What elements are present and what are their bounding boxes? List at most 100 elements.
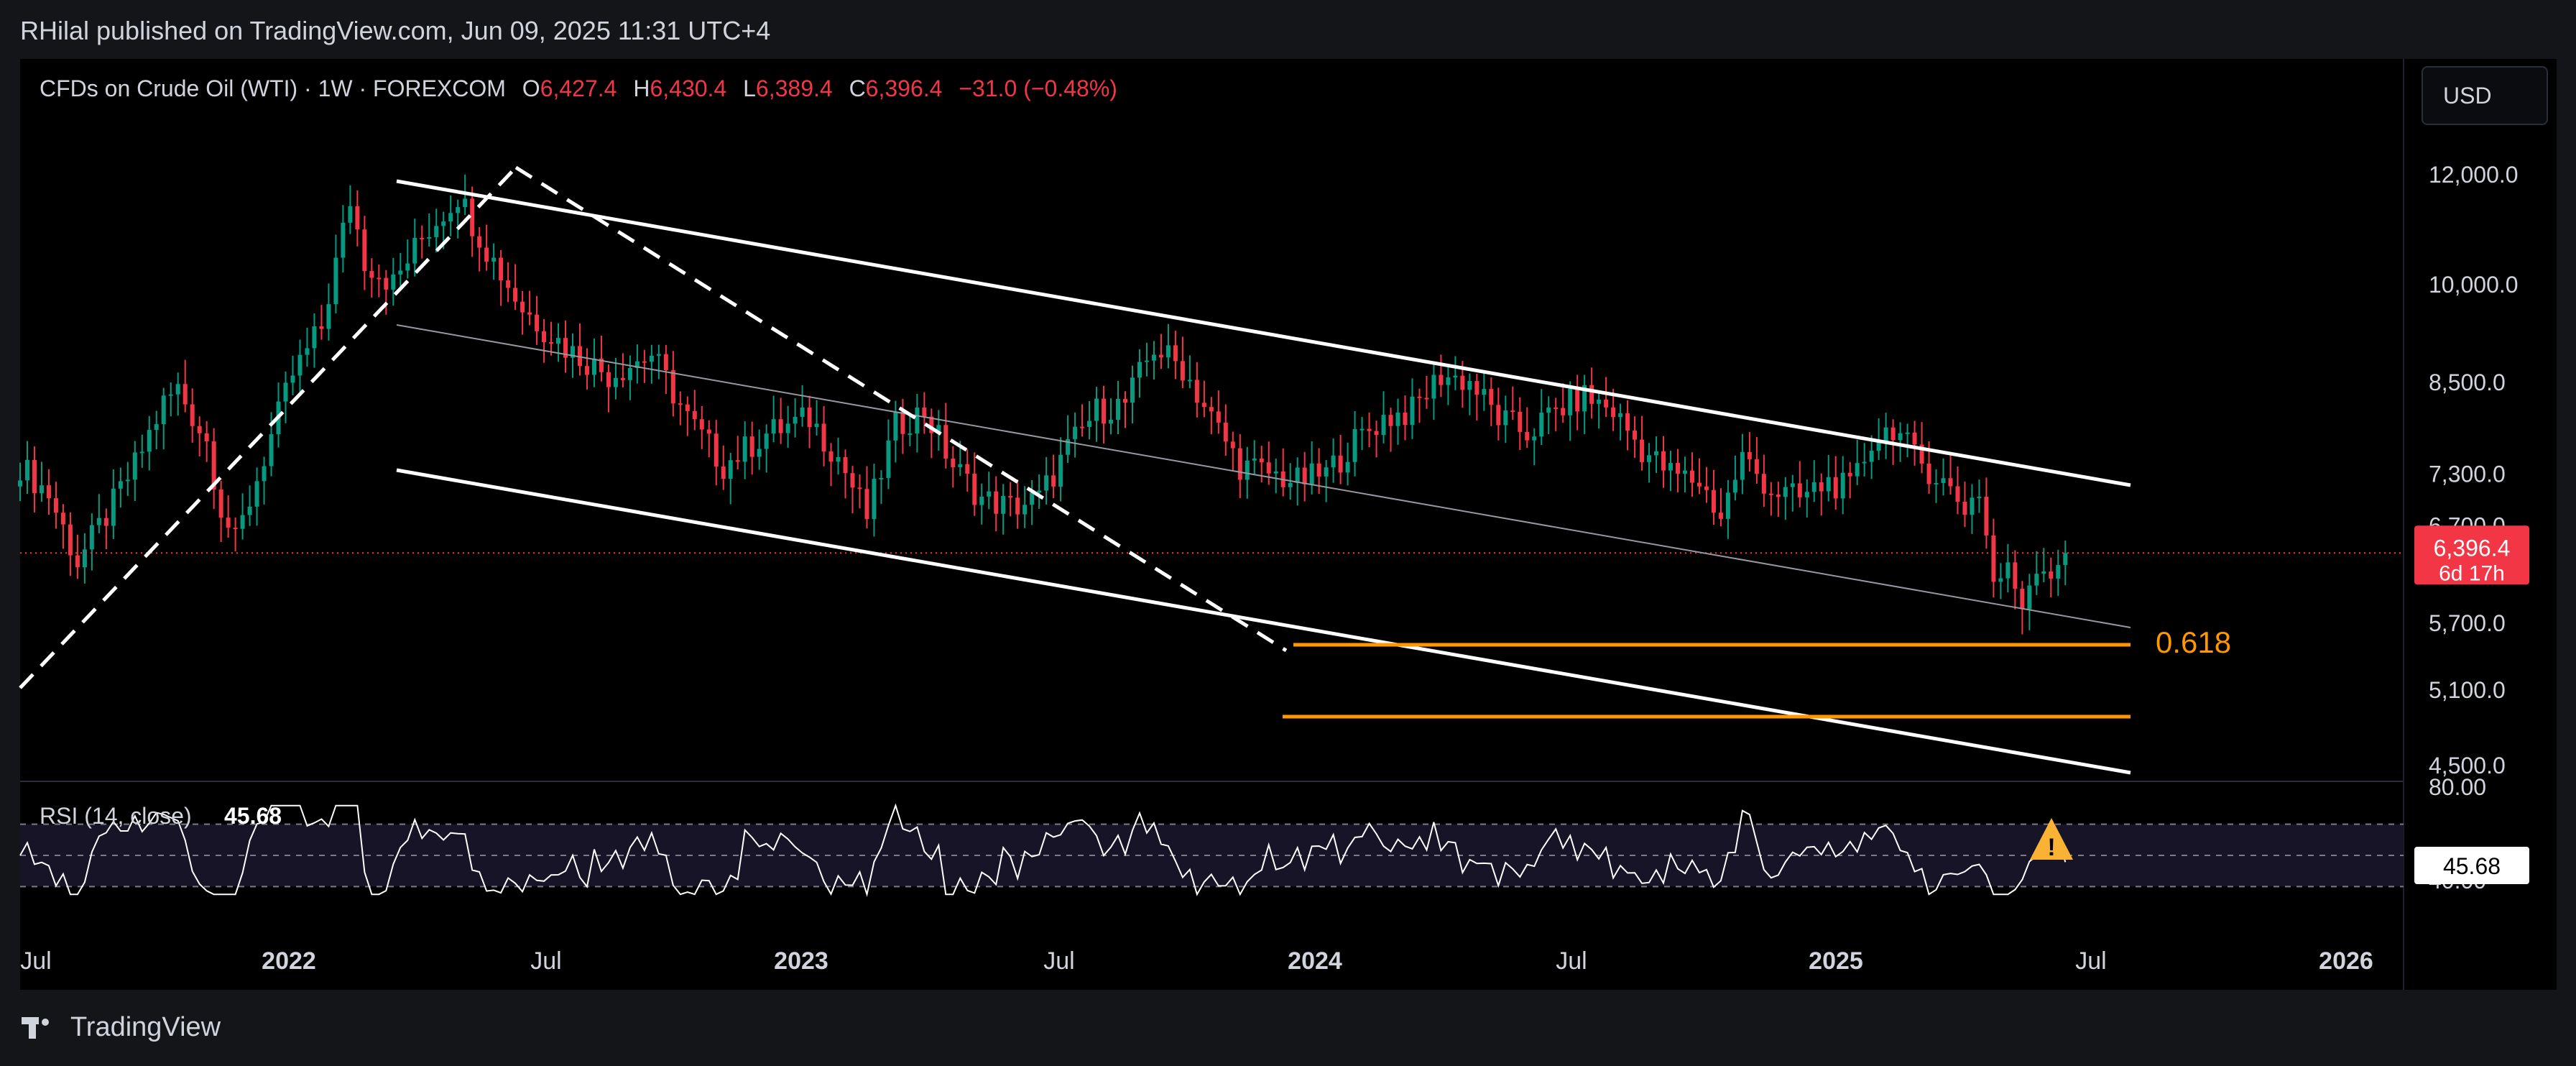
candle-body — [1668, 463, 1674, 471]
candle-body — [591, 358, 596, 375]
candle-body — [1905, 432, 1910, 434]
candle-body — [1661, 451, 1666, 471]
channel-lower-line — [396, 468, 2131, 775]
currency-button[interactable]: USD — [2422, 66, 2548, 125]
candle-body — [1704, 486, 1709, 490]
candle-body — [1761, 474, 1766, 494]
candle-body — [735, 460, 740, 462]
candle-body — [240, 515, 245, 529]
candle-body — [1840, 472, 1845, 499]
candle-body — [1568, 388, 1573, 415]
candle-body — [1647, 455, 1652, 462]
candle-body — [1977, 497, 1982, 499]
candle-body — [929, 416, 934, 433]
candle-body — [1496, 405, 1501, 426]
candle-body — [1030, 492, 1035, 505]
candle-body — [1109, 419, 1114, 424]
candle-body — [111, 488, 116, 526]
candle-body — [1768, 493, 1773, 495]
candle-body — [642, 361, 647, 363]
candle-body — [814, 423, 819, 428]
candle-body — [463, 198, 468, 208]
candle-body — [714, 433, 719, 467]
candle-body — [362, 229, 367, 272]
candle-body — [1532, 436, 1537, 441]
candle-body — [1037, 490, 1042, 493]
candle-body — [663, 354, 668, 371]
candle-body — [699, 419, 704, 430]
candle-body — [1855, 463, 1860, 477]
x-tick-label: 2023 — [774, 947, 828, 975]
candle-body — [1833, 477, 1838, 499]
candle-body — [1209, 407, 1214, 412]
candle-body — [1489, 389, 1494, 405]
channel-upper-line — [396, 179, 2131, 487]
candle-body — [1273, 471, 1278, 474]
tradingview-logo[interactable]: TradingView — [22, 1012, 221, 1043]
x-tick-label: Jul — [1556, 947, 1587, 975]
candle-body — [434, 226, 439, 237]
candle-body — [1682, 470, 1687, 474]
candle-body — [649, 355, 654, 362]
candle-body — [1575, 388, 1580, 412]
candle-body — [1417, 396, 1422, 398]
candle-body — [1001, 495, 1006, 514]
candle-body — [879, 477, 884, 479]
candle-body — [1094, 398, 1099, 421]
candle-body — [1180, 361, 1185, 381]
candle-body — [154, 424, 159, 431]
dashed-uptrend-line — [19, 166, 517, 689]
dashed-downtrend-line — [514, 165, 1288, 653]
candle-body — [441, 221, 446, 226]
candle-body — [197, 426, 202, 433]
candle-body — [1080, 426, 1085, 428]
candle-body — [1711, 490, 1716, 513]
candle-body — [226, 518, 231, 528]
candle-body — [1051, 475, 1056, 487]
candle-body — [864, 489, 869, 520]
candle-body — [412, 237, 417, 264]
warning-icon-mark: ! — [2047, 834, 2055, 861]
candle-body — [1891, 427, 1896, 441]
candle-body — [1747, 451, 1752, 459]
close-label: C — [849, 75, 866, 101]
candle-body — [692, 410, 697, 420]
candle-body — [843, 456, 848, 474]
candle-body — [1862, 461, 1867, 464]
candle-body — [1912, 432, 1917, 445]
candle-body — [290, 375, 295, 383]
x-tick-label: 2024 — [1288, 947, 1342, 975]
candle-body — [1194, 380, 1199, 403]
rsi-value: 45.68 — [224, 803, 282, 829]
candle-body — [850, 473, 855, 488]
candle-body — [1122, 398, 1127, 403]
candle-body — [333, 257, 338, 305]
candle-body — [1439, 375, 1444, 385]
candle-body — [1288, 482, 1293, 487]
candle-body — [1654, 451, 1659, 456]
candle-body — [728, 460, 733, 479]
candle-body — [1295, 467, 1300, 483]
candle-body — [1230, 441, 1235, 449]
candle-body — [1165, 345, 1171, 358]
x-tick-label: Jul — [20, 947, 51, 975]
candle-body — [1367, 428, 1372, 431]
candle-body — [499, 257, 504, 281]
open-value: 6,427.4 — [540, 75, 617, 101]
candle-body — [269, 434, 274, 467]
candle-body — [1374, 431, 1379, 436]
candle-body — [908, 433, 913, 436]
candle-body — [1338, 455, 1343, 473]
candle-body — [262, 466, 267, 482]
candle-body — [175, 384, 180, 395]
low-value: 6,389.4 — [755, 75, 833, 101]
candle-body — [620, 377, 625, 380]
rsi-line — [19, 803, 2067, 898]
tradingview-logo-icon — [22, 1016, 63, 1039]
candle-body — [204, 433, 209, 442]
candle-body — [1611, 407, 1616, 418]
candle-body — [943, 425, 948, 459]
y-tick-label: 12,000.0 — [2429, 162, 2519, 188]
candle-body — [1015, 497, 1020, 515]
